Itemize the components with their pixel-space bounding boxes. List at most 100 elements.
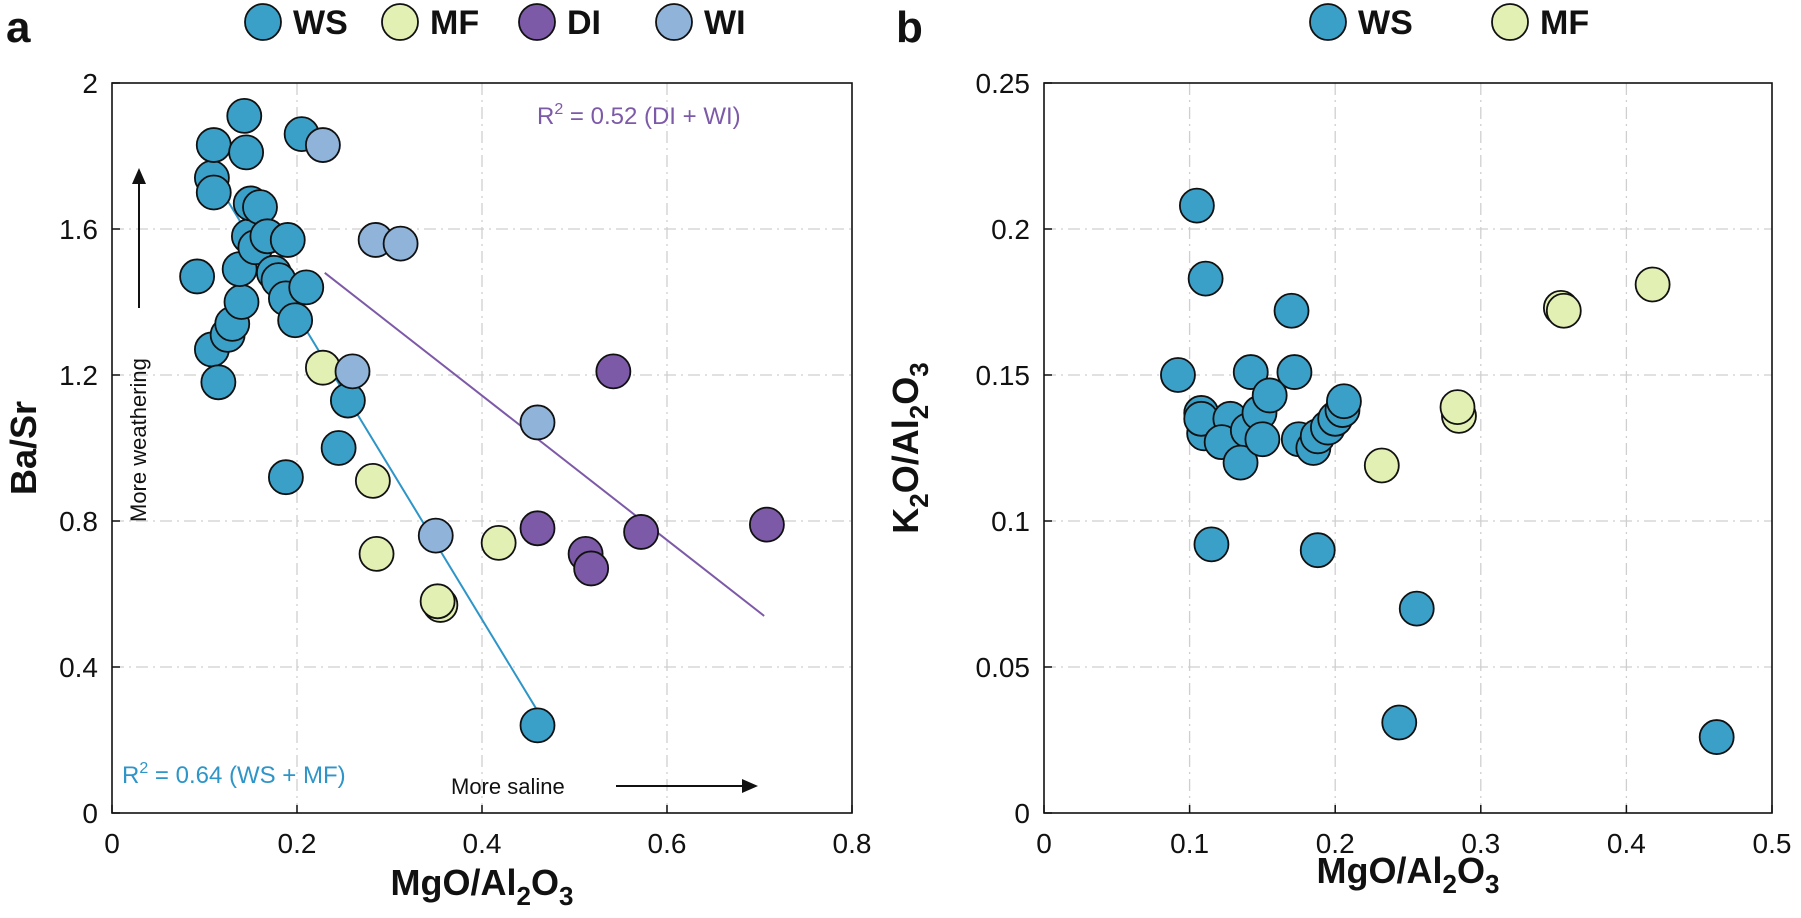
- b-ytick-label: 0.2: [991, 214, 1030, 245]
- a-more-saline-label: More saline: [451, 774, 565, 799]
- legend-marker-ws: [244, 3, 282, 41]
- legend-a: WS MF DI WI: [244, 3, 746, 42]
- a-point-wi: [304, 127, 341, 163]
- legend-label-wi: WI: [704, 4, 746, 42]
- a-point-ws: [267, 459, 304, 496]
- a-point-mf: [480, 525, 517, 561]
- a-point-ws: [519, 707, 556, 744]
- a-xtick-label: 0.2: [278, 828, 317, 859]
- a-ytick-label: 2: [82, 68, 98, 99]
- a-weathering-arrowhead: [132, 168, 146, 184]
- a-point-ws: [200, 364, 237, 401]
- b-point-ws: [1232, 354, 1269, 390]
- legend-label-mf: MF: [430, 4, 479, 42]
- b-tick-labels: 0 0.1 0.2 0.3 0.4 0.5 0 0.05 0.1 0.15 0.2 0.25: [976, 68, 1792, 859]
- a-point-di: [623, 514, 659, 550]
- b-point-mf: [1439, 389, 1476, 426]
- legend-label-di: DI: [567, 4, 601, 42]
- b-point-ws: [1193, 526, 1230, 563]
- legend-marker-mf: [381, 3, 419, 41]
- a-r2-wm-label: R2 = 0.64 (WS + MF): [122, 760, 346, 789]
- a-xtick-label: 0.8: [833, 828, 872, 859]
- a-point-di: [749, 506, 785, 543]
- a-xtick-label: 0.6: [648, 828, 687, 859]
- b-point-ws: [1381, 704, 1418, 741]
- a-point-wi: [382, 225, 419, 262]
- a-point-ws: [226, 97, 263, 134]
- a-point-mf: [354, 462, 391, 499]
- a-point-mf: [419, 583, 456, 620]
- b-xtick-label: 0.2: [1316, 828, 1355, 859]
- b-point-mf: [1634, 266, 1671, 303]
- a-point-ws: [320, 430, 357, 466]
- a-point-wi: [417, 517, 454, 554]
- b-point-ws: [1299, 532, 1336, 569]
- b-point-mf: [1545, 292, 1582, 329]
- a-ytick-label: 1.6: [59, 214, 98, 245]
- panel-b-label: b: [896, 3, 923, 52]
- legend-label-mf: MF: [1540, 4, 1589, 42]
- legend-marker-mf: [1491, 3, 1529, 41]
- a-ytick-label: 1.2: [59, 360, 98, 391]
- b-points: [1160, 187, 1735, 755]
- a-point-ws: [269, 222, 306, 258]
- legend-b: WS MF: [1309, 3, 1589, 42]
- legend-label-ws: WS: [293, 4, 348, 42]
- a-points: [179, 97, 785, 744]
- a-point-ws: [195, 174, 232, 211]
- b-point-ws: [1244, 421, 1281, 458]
- b-point-ws: [1222, 444, 1259, 481]
- a-point-di: [519, 510, 556, 547]
- b-point-ws: [1178, 187, 1215, 224]
- a-point-wi: [334, 353, 371, 390]
- a-r2-dw-label: R2 = 0.52 (DI + WI): [537, 101, 741, 130]
- b-ytick-label: 0.15: [976, 360, 1031, 391]
- a-point-di: [573, 550, 610, 587]
- b-ytick-label: 0.05: [976, 652, 1031, 683]
- b-frame: [1043, 82, 1773, 814]
- a-point-wi: [519, 404, 556, 441]
- legend-marker-di: [518, 3, 556, 41]
- a-point-di: [595, 353, 632, 390]
- b-point-ws: [1273, 292, 1310, 329]
- a-point-ws: [195, 127, 232, 163]
- b-point-mf: [1363, 447, 1400, 484]
- b-point-ws: [1398, 590, 1435, 627]
- a-frame: [111, 82, 853, 814]
- a-ytick-label: 0.4: [59, 652, 98, 683]
- b-ytick-label: 0: [1014, 798, 1030, 829]
- a-xtick-label: 0.4: [463, 828, 502, 859]
- a-ytick-label: 0: [82, 798, 98, 829]
- b-point-ws: [1326, 383, 1362, 420]
- a-point-mf: [304, 349, 341, 386]
- a-point-mf: [358, 535, 395, 572]
- b-point-ws: [1187, 260, 1224, 297]
- panel-b-plot: 0 0.1 0.2 0.3 0.4 0.5 0 0.05 0.1 0.15 0.2 0.25 K2O/…: [885, 68, 1791, 899]
- legend-marker-ws: [1309, 3, 1347, 41]
- b-xtick-label: 0.3: [1461, 828, 1500, 859]
- a-xtick-label: 0: [104, 828, 120, 859]
- a-tick-labels: 0 0.2 0.4 0.6 0.8 0 0.4 0.8 1.2 1.6 2: [59, 68, 871, 859]
- a-point-ws: [288, 269, 325, 306]
- b-x-axis-title: MgO/Al2O3: [1317, 850, 1500, 899]
- b-ytick-label: 0.1: [991, 506, 1030, 537]
- a-gridlines: [111, 82, 853, 814]
- a-more-weathering-label: More weathering: [126, 358, 151, 522]
- a-fit-lines: [212, 177, 765, 712]
- legend-label-ws: WS: [1358, 4, 1413, 42]
- b-point-ws: [1160, 357, 1196, 393]
- a-ytick-label: 0.8: [59, 506, 98, 537]
- b-xtick-label: 0.4: [1607, 828, 1646, 859]
- a-point-ws: [228, 134, 265, 171]
- legend-marker-wi: [655, 3, 693, 41]
- panel-a-label: a: [6, 3, 31, 52]
- a-point-ws: [223, 284, 260, 320]
- panel-a-plot: 0 0.2 0.4 0.6 0.8 0 0.4 0.8 1.2 1.6 2 R2 = 0.52 (D…: [3, 68, 871, 911]
- a-fit-line: [324, 272, 765, 617]
- b-ytick-label: 0.25: [976, 68, 1031, 99]
- b-y-axis-title: K2O/Al2O3: [885, 362, 934, 533]
- a-x-axis-title: MgO/Al2O3: [391, 862, 574, 911]
- b-xtick-label: 0.1: [1170, 828, 1209, 859]
- b-point-ws: [1251, 377, 1288, 414]
